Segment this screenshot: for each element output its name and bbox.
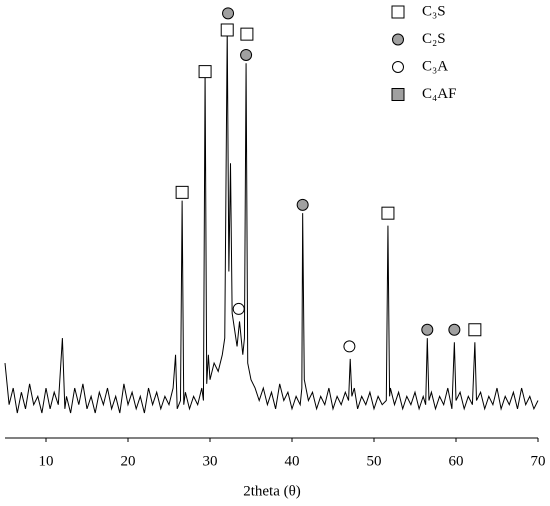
- x-tick-label: 10: [39, 453, 54, 469]
- phase-marker: [232, 302, 245, 315]
- legend-symbol: [391, 88, 405, 101]
- legend-label: C₂S: [422, 31, 446, 47]
- diffraction-line: [4, 29, 539, 414]
- phase-marker: [220, 23, 234, 37]
- phase-marker: [381, 206, 395, 220]
- x-tick-label: 50: [367, 453, 382, 469]
- x-axis-label: 2theta (θ): [243, 483, 301, 499]
- legend-symbol: [392, 33, 404, 46]
- phase-marker: [240, 27, 254, 41]
- x-tick-label: 60: [449, 453, 464, 469]
- phase-marker: [343, 340, 356, 353]
- phase-marker: [222, 7, 235, 20]
- phase-marker: [421, 323, 434, 336]
- phase-marker: [175, 185, 189, 199]
- x-tick-label: 30: [203, 453, 218, 469]
- phase-marker: [468, 323, 482, 337]
- legend-symbol: [391, 5, 405, 19]
- legend-label: C₃S: [422, 3, 446, 19]
- phase-marker: [198, 65, 212, 79]
- legend-symbol: [392, 61, 404, 73]
- legend-label: C₃A: [422, 58, 448, 74]
- x-tick-label: 20: [121, 453, 136, 469]
- x-tick-label: 70: [531, 453, 546, 469]
- legend-label: C₄AF: [422, 86, 456, 102]
- phase-marker: [240, 48, 253, 61]
- x-tick-label: 40: [285, 453, 300, 469]
- phase-marker: [448, 323, 461, 336]
- phase-marker: [296, 198, 309, 211]
